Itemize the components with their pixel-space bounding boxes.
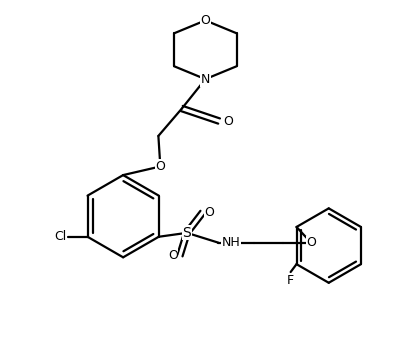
Text: O: O xyxy=(205,206,215,219)
Text: NH: NH xyxy=(221,236,240,249)
Text: N: N xyxy=(201,73,210,86)
Text: O: O xyxy=(155,160,165,173)
Text: O: O xyxy=(306,236,316,249)
Text: O: O xyxy=(200,14,210,27)
Text: S: S xyxy=(183,226,191,240)
Text: Cl: Cl xyxy=(54,230,66,243)
Text: O: O xyxy=(168,249,178,262)
Text: F: F xyxy=(287,274,294,287)
Text: O: O xyxy=(223,115,233,127)
